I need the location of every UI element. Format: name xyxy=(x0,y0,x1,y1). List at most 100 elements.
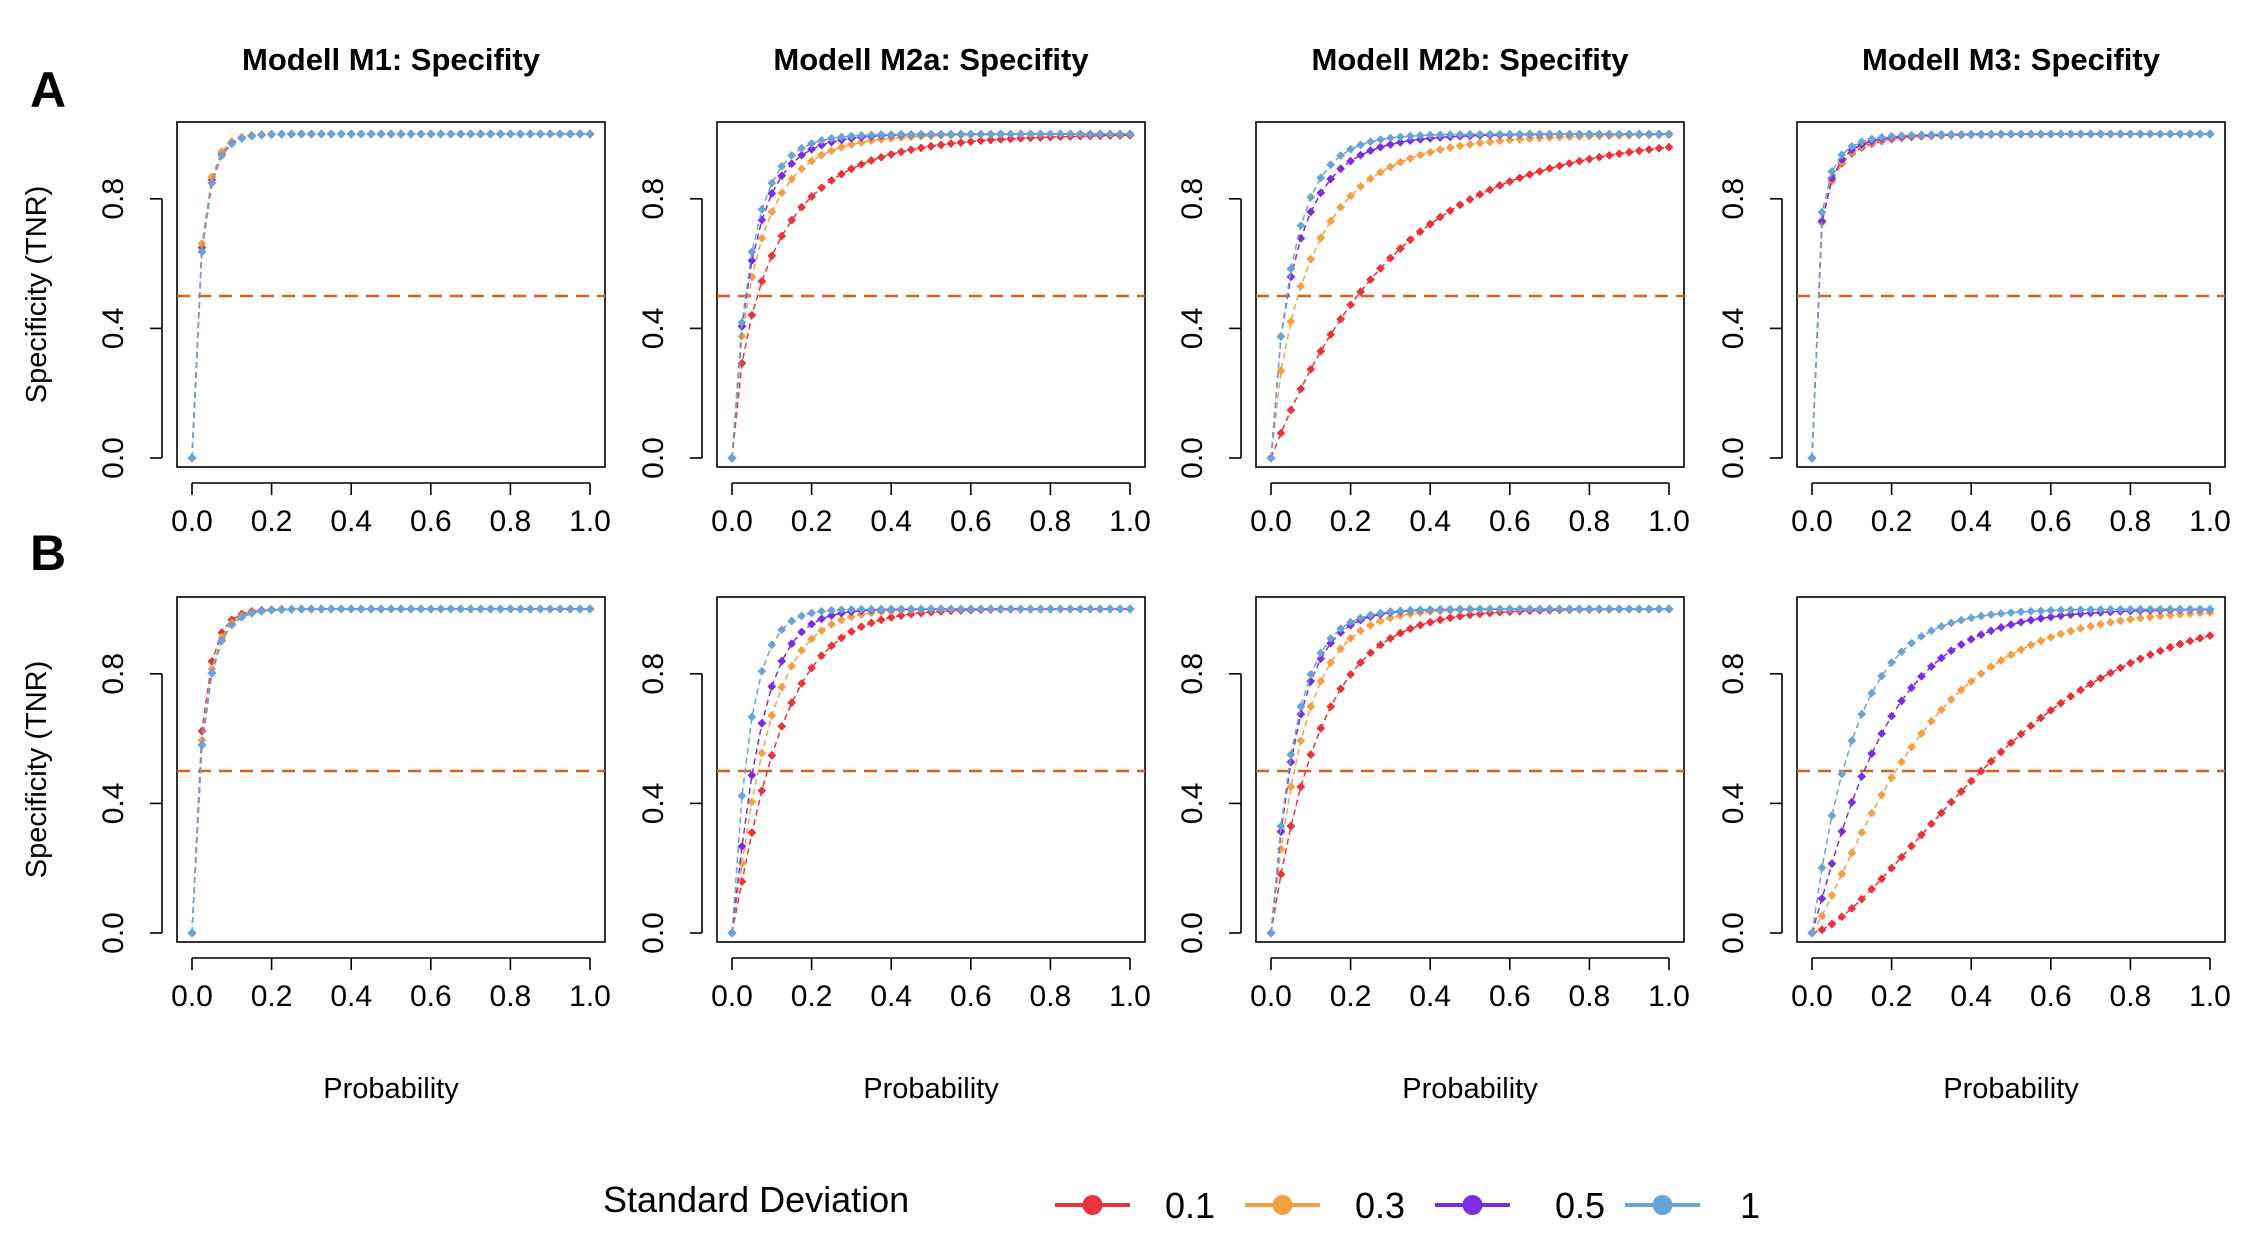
data-point xyxy=(1316,346,1326,356)
data-point xyxy=(535,604,545,614)
data-point xyxy=(1356,140,1365,150)
data-point xyxy=(1634,129,1644,139)
legend-label: 0.3 xyxy=(1355,1185,1405,1226)
data-point xyxy=(757,276,767,286)
data-point xyxy=(1927,819,1936,829)
data-point xyxy=(727,928,737,938)
data-point xyxy=(2135,654,2145,664)
data-point xyxy=(1395,132,1405,142)
data-point xyxy=(1837,769,1847,779)
y-tick-label: 0.0 xyxy=(1176,912,1209,954)
data-point xyxy=(1065,129,1075,139)
data-point xyxy=(1435,130,1445,140)
data-point xyxy=(1585,604,1594,614)
data-point xyxy=(2076,129,2086,139)
x-axis-title: Probability xyxy=(1943,1073,2079,1105)
data-point xyxy=(515,604,525,614)
data-point xyxy=(2165,642,2175,652)
x-tick-label: 0.6 xyxy=(410,980,452,1013)
data-point xyxy=(1877,790,1887,800)
data-point xyxy=(1286,405,1296,415)
chart-panel-8: 0.0 0.2 0.4 0.6 0.8 1.0 0.0 0.4 0.8 Probability xyxy=(1717,596,2231,1105)
data-point xyxy=(817,150,826,160)
x-tick-label: 0.6 xyxy=(1489,505,1531,538)
data-point xyxy=(747,712,757,722)
data-point xyxy=(2135,129,2145,139)
data-point xyxy=(257,130,267,140)
data-point xyxy=(1936,705,1946,715)
data-point xyxy=(2066,692,2076,701)
data-point xyxy=(1515,134,1525,144)
data-point xyxy=(847,612,856,622)
data-point xyxy=(946,604,956,614)
data-point xyxy=(817,136,826,145)
data-point xyxy=(1465,604,1475,614)
data-point xyxy=(1535,166,1545,176)
data-point xyxy=(1897,647,1906,657)
data-point xyxy=(737,317,747,327)
data-point xyxy=(837,142,846,152)
data-point xyxy=(1594,152,1604,162)
data-point xyxy=(1356,613,1365,623)
data-point xyxy=(1654,129,1664,139)
data-point xyxy=(1936,808,1946,818)
data-point xyxy=(2086,679,2095,689)
x-tick-label: 0.0 xyxy=(711,980,753,1013)
data-point xyxy=(1286,821,1296,831)
data-point xyxy=(1296,221,1306,231)
data-point xyxy=(1286,272,1296,282)
data-point xyxy=(1395,606,1405,616)
data-point xyxy=(2185,129,2195,139)
data-point xyxy=(217,150,227,160)
data-point xyxy=(1296,233,1306,243)
data-point xyxy=(406,604,416,614)
data-point xyxy=(2006,650,2016,660)
data-point xyxy=(1936,621,1946,631)
data-point xyxy=(1425,130,1435,140)
series-line xyxy=(731,133,1130,459)
data-point xyxy=(376,129,386,139)
data-point xyxy=(1505,129,1515,139)
data-point xyxy=(1946,694,1956,704)
data-point xyxy=(966,137,976,147)
data-point xyxy=(2205,631,2215,640)
data-point xyxy=(1445,206,1455,216)
data-point xyxy=(2046,632,2056,642)
data-point xyxy=(207,668,217,678)
data-point xyxy=(386,604,396,614)
data-point xyxy=(1614,604,1624,614)
data-point xyxy=(2086,129,2095,139)
plot-frame xyxy=(176,121,606,468)
data-point xyxy=(555,604,565,614)
data-point xyxy=(1115,604,1125,614)
data-point xyxy=(1594,129,1604,139)
data-point xyxy=(2205,604,2215,614)
data-point xyxy=(2076,605,2086,615)
data-point xyxy=(827,146,836,156)
data-point xyxy=(297,129,306,139)
data-point xyxy=(247,608,257,618)
data-point xyxy=(1306,254,1316,264)
x-tick-label: 0.0 xyxy=(171,980,213,1013)
data-point xyxy=(866,156,876,165)
data-point xyxy=(2016,729,2026,739)
data-point xyxy=(767,711,777,720)
data-point xyxy=(2116,129,2125,139)
data-point xyxy=(277,605,286,615)
data-point xyxy=(277,129,286,139)
data-point xyxy=(1535,604,1545,614)
data-point xyxy=(727,453,737,463)
data-point xyxy=(1095,129,1105,139)
data-point xyxy=(1286,264,1296,274)
data-point xyxy=(1006,129,1015,139)
data-point xyxy=(1515,173,1525,183)
data-point xyxy=(837,605,846,615)
data-point xyxy=(356,604,366,614)
data-point xyxy=(827,133,836,143)
data-point xyxy=(2175,639,2185,649)
data-point xyxy=(747,828,757,838)
data-point xyxy=(1386,253,1395,263)
data-point xyxy=(797,679,807,688)
y-tick-label: 0.0 xyxy=(1717,437,1750,479)
